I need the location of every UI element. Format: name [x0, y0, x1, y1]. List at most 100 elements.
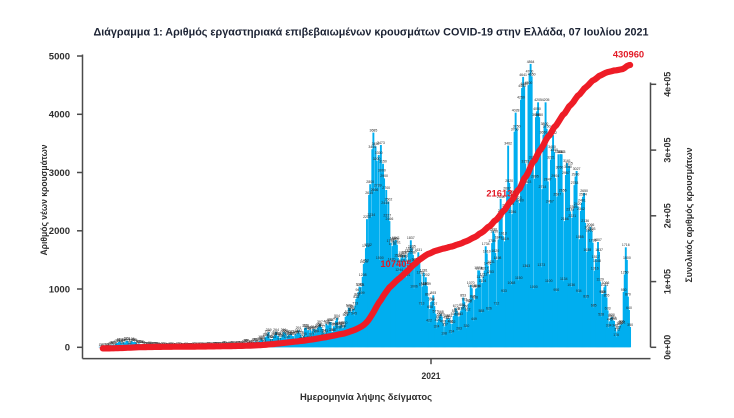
- svg-text:1521: 1521: [399, 255, 407, 259]
- svg-text:2957: 2957: [562, 171, 570, 175]
- svg-text:1807: 1807: [594, 238, 602, 242]
- svg-text:1993: 1993: [588, 227, 596, 231]
- svg-text:1517: 1517: [592, 255, 600, 259]
- svg-text:748: 748: [466, 300, 472, 304]
- svg-text:456: 456: [333, 317, 339, 321]
- svg-text:2227: 2227: [383, 214, 391, 218]
- svg-text:213: 213: [280, 331, 286, 335]
- svg-text:934: 934: [576, 289, 582, 293]
- svg-text:3e+05: 3e+05: [662, 137, 673, 163]
- svg-text:1658: 1658: [406, 247, 414, 251]
- svg-text:2136: 2136: [581, 219, 589, 223]
- svg-text:679: 679: [346, 304, 352, 308]
- svg-text:Αριθμός νέων κρουσμάτων: Αριθμός νέων κρουσμάτων: [39, 145, 49, 256]
- svg-text:3750: 3750: [513, 125, 521, 129]
- svg-text:933: 933: [501, 289, 507, 293]
- svg-text:1036: 1036: [567, 283, 575, 287]
- svg-text:2587: 2587: [553, 193, 561, 197]
- svg-text:57: 57: [250, 340, 254, 344]
- svg-text:Ημερομηνία λήψης δείγματος: Ημερομηνία λήψης δείγματος: [300, 392, 432, 402]
- svg-text:55: 55: [140, 340, 144, 344]
- svg-text:672: 672: [453, 304, 459, 308]
- svg-text:2021: 2021: [422, 371, 442, 382]
- svg-text:5: 5: [102, 343, 104, 347]
- svg-text:197: 197: [289, 332, 295, 336]
- svg-text:1: 1: [99, 343, 101, 347]
- svg-text:32: 32: [135, 341, 139, 345]
- svg-text:56: 56: [136, 340, 140, 344]
- svg-text:2666: 2666: [371, 188, 379, 192]
- svg-text:69: 69: [119, 339, 123, 343]
- svg-text:276: 276: [309, 327, 315, 331]
- svg-text:163: 163: [278, 334, 284, 338]
- svg-text:2584: 2584: [579, 193, 587, 197]
- svg-text:83: 83: [244, 338, 248, 342]
- svg-text:314: 314: [311, 325, 317, 329]
- svg-text:7: 7: [104, 343, 106, 347]
- svg-text:545: 545: [351, 311, 357, 315]
- svg-text:188: 188: [274, 332, 280, 336]
- svg-text:276: 276: [304, 327, 310, 331]
- svg-text:1431: 1431: [487, 260, 495, 264]
- svg-text:1716: 1716: [622, 243, 630, 247]
- svg-text:3750: 3750: [543, 125, 551, 129]
- svg-text:332: 332: [315, 324, 321, 328]
- svg-text:1789: 1789: [488, 239, 496, 243]
- svg-text:2166: 2166: [561, 217, 569, 221]
- svg-text:33: 33: [145, 341, 149, 345]
- svg-text:2714: 2714: [539, 185, 547, 189]
- svg-text:1795: 1795: [589, 239, 597, 243]
- svg-text:422: 422: [426, 319, 432, 323]
- svg-text:191: 191: [290, 332, 296, 336]
- svg-text:7: 7: [103, 343, 105, 347]
- svg-text:1500: 1500: [376, 256, 384, 260]
- svg-text:893: 893: [430, 291, 436, 295]
- svg-text:109: 109: [257, 337, 263, 341]
- svg-text:1631: 1631: [414, 248, 422, 252]
- svg-text:49: 49: [223, 340, 227, 344]
- svg-text:1737: 1737: [389, 242, 397, 246]
- svg-text:4205: 4205: [534, 98, 542, 102]
- svg-text:187: 187: [308, 332, 314, 336]
- svg-text:4650: 4650: [528, 72, 536, 76]
- svg-text:77: 77: [127, 339, 131, 343]
- svg-text:2783: 2783: [571, 181, 579, 185]
- svg-text:82: 82: [129, 338, 133, 342]
- svg-text:77: 77: [123, 339, 127, 343]
- svg-text:29: 29: [147, 342, 151, 346]
- svg-text:3000: 3000: [49, 168, 70, 179]
- svg-text:409: 409: [440, 319, 446, 323]
- svg-text:0e+00: 0e+00: [662, 335, 673, 360]
- svg-text:1722: 1722: [364, 243, 372, 247]
- svg-text:1100: 1100: [545, 279, 553, 283]
- svg-text:3221: 3221: [547, 156, 555, 160]
- svg-text:40: 40: [112, 341, 116, 345]
- svg-text:531: 531: [437, 312, 443, 316]
- svg-text:529: 529: [439, 312, 445, 316]
- svg-text:463: 463: [610, 316, 616, 320]
- svg-text:201: 201: [321, 332, 327, 336]
- svg-text:72: 72: [115, 339, 119, 343]
- svg-text:397: 397: [317, 320, 323, 324]
- svg-text:2369: 2369: [570, 205, 578, 209]
- svg-text:2200: 2200: [363, 215, 371, 219]
- svg-text:4700: 4700: [526, 69, 534, 73]
- svg-text:2523: 2523: [514, 196, 522, 200]
- svg-text:2342: 2342: [577, 207, 585, 211]
- svg-text:1841: 1841: [392, 236, 400, 240]
- svg-text:1637: 1637: [595, 248, 603, 252]
- svg-text:1000: 1000: [49, 284, 70, 295]
- svg-text:2687: 2687: [503, 187, 511, 191]
- svg-text:231: 231: [288, 330, 294, 334]
- svg-text:43: 43: [141, 341, 145, 345]
- svg-text:84: 84: [121, 338, 125, 342]
- svg-text:445: 445: [607, 317, 613, 321]
- svg-text:472: 472: [443, 316, 449, 320]
- svg-text:296: 296: [305, 326, 311, 330]
- svg-text:291: 291: [296, 326, 302, 330]
- svg-text:143: 143: [270, 335, 276, 339]
- svg-text:633: 633: [605, 306, 611, 310]
- svg-text:520: 520: [609, 313, 615, 317]
- svg-text:3450: 3450: [372, 142, 380, 146]
- svg-text:1e+05: 1e+05: [662, 268, 673, 294]
